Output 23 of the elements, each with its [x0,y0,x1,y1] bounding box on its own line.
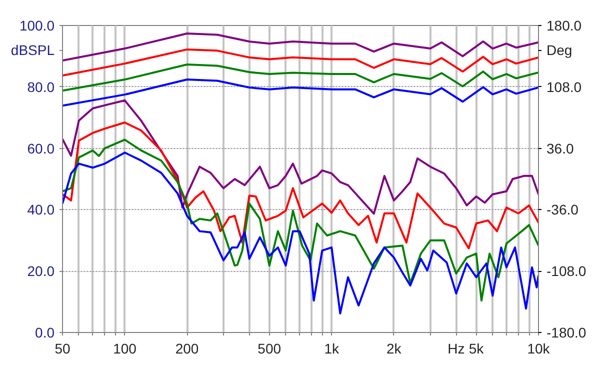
x-tick-label: Hz [448,340,465,356]
x-tick-label: 100 [113,340,137,356]
y-tick-label: 0.0 [35,324,55,340]
y2-tick-label: -36.0 [546,202,579,218]
y2-tick-label: 36.0 [546,140,574,156]
x-tick-label: 50 [54,340,70,356]
y2-tick-label: 180.0 [546,18,582,34]
x-tick-label: 500 [258,340,282,356]
x-tick-label: 200 [175,340,199,356]
y-tick-label: 20.0 [27,263,55,280]
y-tick-label: 80.0 [27,78,55,95]
y2-tick-label: -180.0 [546,324,586,340]
y-axis-title: dBSPL [10,42,55,58]
y2-tick-label: 108.0 [546,78,582,95]
y-tick-label: 60.0 [27,140,55,156]
y-tick-label: 100.0 [19,18,55,34]
y-tick-label: 40.0 [27,202,55,218]
x-tick-label: 5k [468,340,485,356]
x-tick-label: 1k [324,340,340,356]
y2-tick-label: -108.0 [546,263,586,280]
y2-axis-title: Deg [546,42,572,58]
x-tick-label: 10k [527,340,551,356]
x-tick-label: 2k [386,340,402,356]
